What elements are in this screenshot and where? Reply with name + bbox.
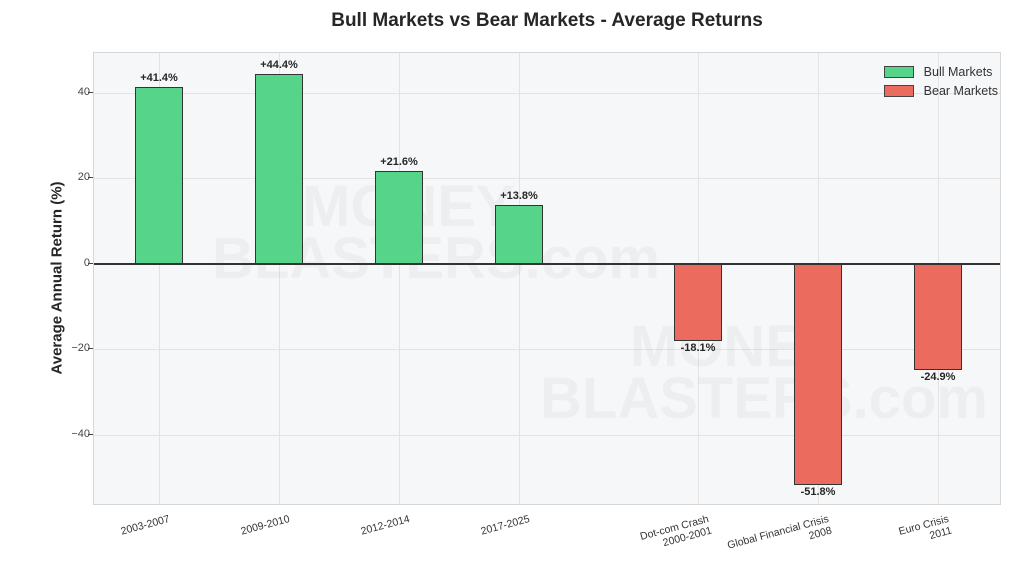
y-tick-mark [88,262,93,264]
y-tick-label: 20 [77,171,90,184]
legend-swatch-bull [883,65,914,78]
plot-area: MONEY BLASTERS.com MONEY BLASTERS.com +4… [93,52,1001,505]
y-tick-label: 40 [77,85,90,98]
x-tick-label: 2003-2007 [119,513,171,538]
y-tick-label: 0 [83,256,90,269]
gridline-horizontal [94,349,1000,351]
x-tick-label: 2009-2010 [239,513,291,538]
data-label: +21.6% [380,156,418,169]
gridline-horizontal [94,178,1000,180]
data-label: -18.1% [680,342,716,355]
data-label: +44.4% [260,58,298,71]
gridline-horizontal [94,92,1000,94]
bar-bear [674,263,722,342]
gridline-vertical [279,53,280,504]
gridline-vertical [519,53,520,504]
y-tick-mark [88,177,93,179]
legend: Bull Markets Bear Markets [883,62,998,100]
x-tick-label-line1: 2003-2007 [119,513,172,538]
legend-label: Bear Markets [923,83,998,98]
x-tick-label: 2012-2014 [359,513,411,538]
bar-bear [794,263,842,486]
y-tick-mark [88,433,93,435]
y-tick-label: −20 [71,342,90,355]
legend-item-bull: Bull Markets [883,62,998,81]
bar-bull [495,204,543,264]
bar-bull [375,171,423,264]
x-tick-label-line1: 2009-2010 [239,513,292,538]
y-axis-label: Average Annual Return (%) [48,181,66,375]
legend-label: Bull Markets [923,64,993,79]
bar-bull [255,73,303,264]
data-label: -24.9% [920,371,956,384]
zero-line [94,262,1000,265]
legend-swatch-bear [883,84,914,97]
x-tick-label: Global Financial Crisis 2008 [726,513,833,563]
bar-bull [135,86,183,264]
y-tick-mark [88,348,93,350]
gridline-vertical [399,53,400,504]
gridline-vertical [159,53,160,504]
y-tick-mark [88,91,93,93]
x-tick-label: 2017-2025 [479,513,531,538]
legend-item-bear: Bear Markets [883,81,998,100]
x-tick-label-line1: 2017-2025 [479,513,532,538]
data-label: +41.4% [140,71,178,84]
data-label: -51.8% [800,486,836,499]
x-tick-label: Euro Crisis 2011 [897,513,953,549]
y-tick-label: −40 [71,427,90,440]
chart-title: Bull Markets vs Bear Markets - Average R… [331,10,763,31]
gridline-horizontal [94,434,1000,436]
data-label: +13.8% [500,189,538,202]
x-tick-label: Dot-com Crash 2000-2001 [639,513,713,554]
x-tick-label-line1: 2012-2014 [359,513,412,538]
bar-bear [914,263,962,371]
